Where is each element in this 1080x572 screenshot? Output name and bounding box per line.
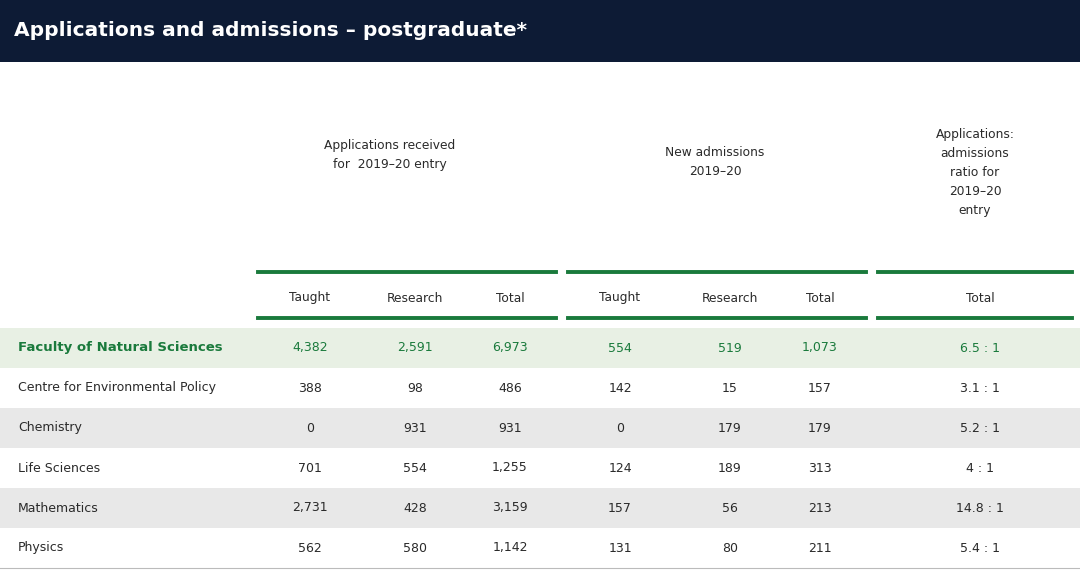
FancyBboxPatch shape	[0, 328, 1080, 368]
Text: 428: 428	[403, 502, 427, 514]
Text: Taught: Taught	[599, 292, 640, 304]
Text: 0: 0	[306, 422, 314, 435]
Text: 0: 0	[616, 422, 624, 435]
Text: Research: Research	[702, 292, 758, 304]
Text: Chemistry: Chemistry	[18, 422, 82, 435]
FancyBboxPatch shape	[0, 528, 1080, 568]
Text: 388: 388	[298, 382, 322, 395]
Text: 701: 701	[298, 462, 322, 475]
Text: 1,142: 1,142	[492, 542, 528, 554]
Text: New admissions
2019–20: New admissions 2019–20	[665, 146, 765, 178]
Text: Mathematics: Mathematics	[18, 502, 98, 514]
Text: 6.5 : 1: 6.5 : 1	[960, 341, 1000, 355]
Text: 56: 56	[723, 502, 738, 514]
Text: Total: Total	[806, 292, 835, 304]
Text: 1,073: 1,073	[802, 341, 838, 355]
Text: Applications:
admissions
ratio for
2019–20
entry: Applications: admissions ratio for 2019–…	[935, 128, 1014, 217]
Text: Faculty of Natural Sciences: Faculty of Natural Sciences	[18, 341, 222, 355]
Text: Research: Research	[387, 292, 443, 304]
Text: 80: 80	[723, 542, 738, 554]
Text: 5.4 : 1: 5.4 : 1	[960, 542, 1000, 554]
Text: 98: 98	[407, 382, 423, 395]
FancyBboxPatch shape	[0, 368, 1080, 408]
Text: 931: 931	[403, 422, 427, 435]
FancyBboxPatch shape	[0, 0, 1080, 62]
Text: 14.8 : 1: 14.8 : 1	[956, 502, 1004, 514]
Text: 554: 554	[608, 341, 632, 355]
Text: 4 : 1: 4 : 1	[966, 462, 994, 475]
Text: 2,591: 2,591	[397, 341, 433, 355]
Text: Total: Total	[496, 292, 524, 304]
Text: 189: 189	[718, 462, 742, 475]
Text: 211: 211	[808, 542, 832, 554]
Text: 313: 313	[808, 462, 832, 475]
Text: 157: 157	[608, 502, 632, 514]
Text: 519: 519	[718, 341, 742, 355]
Text: Taught: Taught	[289, 292, 330, 304]
Text: 2,731: 2,731	[293, 502, 328, 514]
Text: Applications received
for  2019–20 entry: Applications received for 2019–20 entry	[324, 139, 456, 171]
FancyBboxPatch shape	[0, 408, 1080, 448]
Text: Centre for Environmental Policy: Centre for Environmental Policy	[18, 382, 216, 395]
Text: Total: Total	[966, 292, 995, 304]
Text: 3,159: 3,159	[492, 502, 528, 514]
Text: 15: 15	[723, 382, 738, 395]
FancyBboxPatch shape	[0, 448, 1080, 488]
Text: 157: 157	[808, 382, 832, 395]
Text: 1,255: 1,255	[492, 462, 528, 475]
Text: 486: 486	[498, 382, 522, 395]
Text: 554: 554	[403, 462, 427, 475]
Text: 5.2 : 1: 5.2 : 1	[960, 422, 1000, 435]
Text: 931: 931	[498, 422, 522, 435]
Text: 142: 142	[608, 382, 632, 395]
Text: 6,973: 6,973	[492, 341, 528, 355]
Text: Physics: Physics	[18, 542, 64, 554]
Text: 562: 562	[298, 542, 322, 554]
Text: 580: 580	[403, 542, 427, 554]
Text: 3.1 : 1: 3.1 : 1	[960, 382, 1000, 395]
Text: 179: 179	[808, 422, 832, 435]
Text: 213: 213	[808, 502, 832, 514]
Text: 131: 131	[608, 542, 632, 554]
Text: 4,382: 4,382	[293, 341, 328, 355]
Text: 124: 124	[608, 462, 632, 475]
Text: Applications and admissions – postgraduate*: Applications and admissions – postgradua…	[14, 22, 527, 41]
Text: Life Sciences: Life Sciences	[18, 462, 100, 475]
Text: 179: 179	[718, 422, 742, 435]
FancyBboxPatch shape	[0, 488, 1080, 528]
